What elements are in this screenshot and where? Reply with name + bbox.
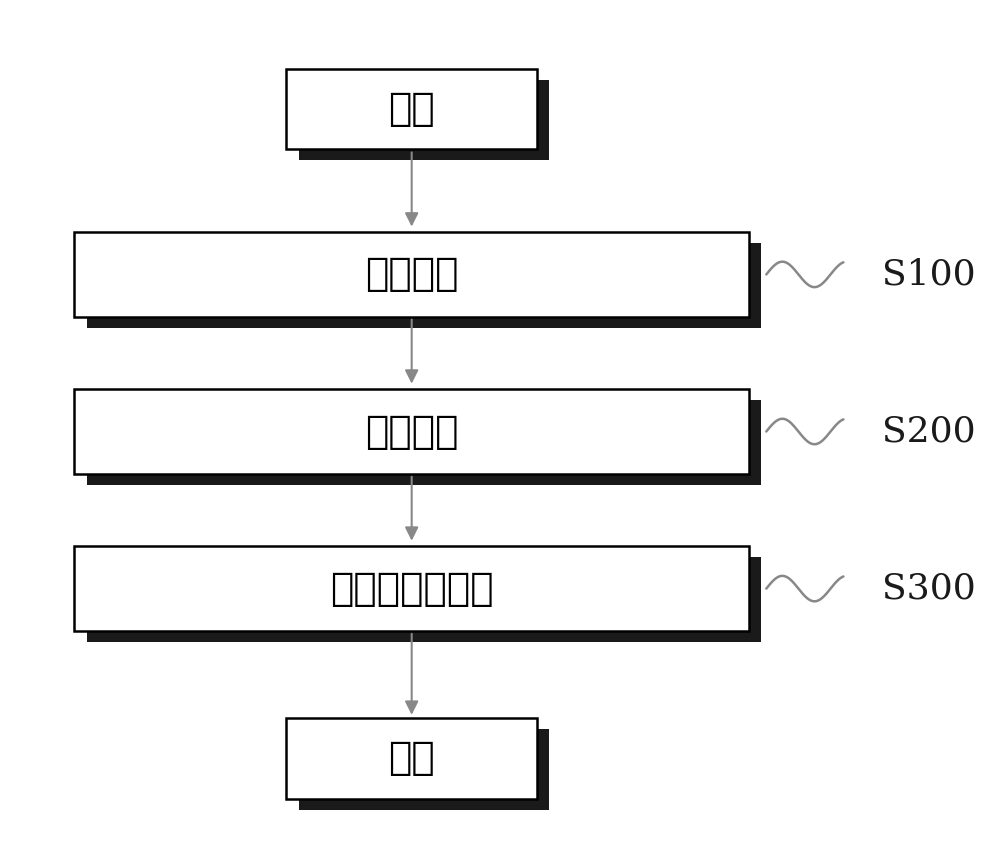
Bar: [74, 232, 749, 317]
Bar: [87, 557, 761, 642]
Text: 汇流条形成步骤: 汇流条形成步骤: [330, 570, 493, 608]
Text: S200: S200: [882, 414, 976, 449]
Bar: [87, 400, 761, 485]
Bar: [299, 79, 549, 161]
Text: 结束: 结束: [388, 740, 435, 778]
Bar: [74, 546, 749, 631]
Bar: [87, 243, 761, 328]
Bar: [74, 389, 749, 474]
Bar: [286, 718, 537, 799]
Text: S300: S300: [882, 571, 976, 606]
Text: 配置步骤: 配置步骤: [365, 413, 458, 450]
Bar: [286, 68, 537, 149]
Text: S100: S100: [882, 257, 976, 292]
Text: 开始: 开始: [388, 90, 435, 128]
Text: 挤压步骤: 挤压步骤: [365, 255, 458, 293]
Bar: [299, 729, 549, 809]
